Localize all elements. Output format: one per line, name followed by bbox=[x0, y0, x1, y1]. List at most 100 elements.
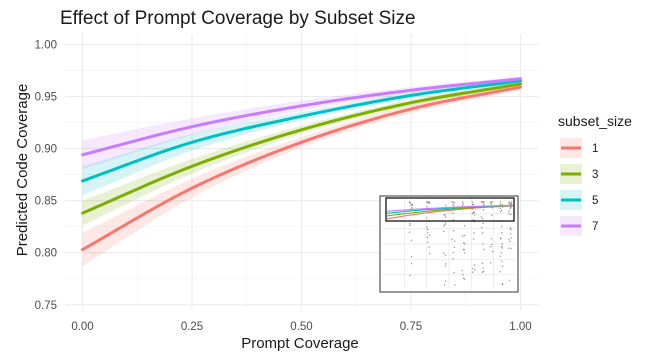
inset-point bbox=[452, 203, 454, 206]
inset-point bbox=[426, 236, 429, 239]
inset-point bbox=[501, 265, 504, 267]
inset-lines bbox=[386, 204, 514, 220]
inset-point bbox=[428, 246, 430, 248]
inset-point bbox=[482, 267, 484, 269]
inset-point bbox=[499, 211, 502, 213]
ribbon-7 bbox=[82, 76, 521, 170]
inset-point bbox=[445, 254, 447, 256]
inset-point bbox=[483, 248, 485, 251]
inset-point bbox=[491, 214, 493, 216]
inset-point bbox=[501, 225, 503, 228]
inset-point bbox=[464, 278, 466, 280]
inset-point bbox=[454, 284, 456, 286]
inset-line-7 bbox=[386, 204, 514, 212]
inset-point bbox=[501, 247, 503, 249]
y-axis-title: Predicted Code Coverage bbox=[14, 84, 31, 257]
inset-point bbox=[472, 212, 474, 215]
inset-point bbox=[411, 203, 413, 206]
inset-point bbox=[510, 206, 512, 208]
inset-point bbox=[444, 222, 447, 224]
inset-point bbox=[500, 237, 502, 239]
series-line-3 bbox=[81, 82, 522, 215]
legend-label-1: 1 bbox=[592, 143, 598, 155]
inset-point bbox=[461, 204, 464, 207]
inset-point bbox=[482, 243, 484, 245]
y-tick-label: 0.85 bbox=[35, 196, 57, 208]
inset-point bbox=[509, 227, 512, 229]
legend: subset_size 1 3 5 7 bbox=[558, 113, 632, 236]
inset-point bbox=[409, 202, 412, 205]
inset-point bbox=[445, 263, 447, 265]
inset-point bbox=[480, 216, 483, 218]
y-tick-label: 0.95 bbox=[35, 91, 57, 103]
inset-point bbox=[474, 269, 476, 271]
inset-point bbox=[510, 233, 512, 235]
inset-point bbox=[428, 252, 431, 255]
inset-point bbox=[499, 255, 501, 257]
y-tick-label: 1.00 bbox=[35, 39, 57, 51]
inset-point bbox=[472, 211, 475, 213]
inset-point bbox=[452, 205, 455, 207]
inset-point bbox=[411, 206, 413, 209]
inset-point bbox=[510, 237, 513, 239]
inset-point bbox=[492, 250, 494, 253]
inset-point bbox=[463, 243, 466, 245]
inset-thumbnail bbox=[379, 195, 519, 293]
inset-point bbox=[482, 232, 484, 234]
inset-point bbox=[508, 210, 510, 212]
inset-point bbox=[472, 204, 474, 206]
inset-point bbox=[501, 203, 503, 206]
inset-point bbox=[509, 208, 512, 210]
inset-point bbox=[452, 219, 454, 221]
legend-label-7: 7 bbox=[592, 221, 598, 233]
legend-title: subset_size bbox=[558, 113, 632, 129]
inset-point bbox=[409, 274, 411, 277]
inset-point bbox=[464, 225, 466, 227]
inset-point bbox=[490, 246, 492, 248]
inset-point bbox=[491, 243, 493, 246]
inset-point bbox=[481, 201, 483, 203]
inset-point bbox=[472, 219, 474, 221]
inset-point bbox=[409, 224, 411, 227]
inset-point bbox=[453, 272, 455, 274]
inset-point bbox=[445, 204, 447, 207]
inset-point bbox=[461, 235, 464, 237]
inset-point bbox=[501, 260, 503, 262]
plot-panel bbox=[65, 34, 538, 310]
inset-point bbox=[444, 265, 447, 267]
inset-point bbox=[445, 216, 447, 218]
inset-point bbox=[499, 271, 501, 273]
inset-point bbox=[463, 249, 465, 251]
x-tick-label: 0.25 bbox=[181, 321, 203, 333]
inset-point bbox=[462, 274, 464, 276]
inset-point bbox=[408, 201, 411, 203]
inset-point bbox=[408, 231, 411, 233]
inset-point bbox=[483, 201, 485, 203]
inset-point bbox=[471, 201, 474, 203]
inset-point bbox=[482, 270, 485, 273]
y-tick-label: 0.75 bbox=[35, 300, 57, 312]
inset-point bbox=[426, 226, 428, 228]
inset-point bbox=[411, 263, 413, 265]
inset-point bbox=[490, 238, 492, 240]
inset-point bbox=[508, 238, 510, 240]
legend-label-3: 3 bbox=[592, 169, 598, 181]
inset-point bbox=[481, 226, 483, 229]
inset-point bbox=[452, 252, 454, 254]
inset-point bbox=[410, 256, 413, 258]
inset-point bbox=[490, 203, 492, 206]
inset-point bbox=[500, 252, 502, 254]
inset-point bbox=[510, 201, 513, 203]
inset-point bbox=[499, 201, 502, 203]
inset-point bbox=[500, 209, 503, 212]
inset-point bbox=[510, 228, 512, 231]
inset-point bbox=[462, 277, 465, 279]
inset-point bbox=[443, 284, 446, 286]
inset-point bbox=[481, 271, 484, 273]
inset-point bbox=[472, 267, 474, 270]
inset-point bbox=[426, 217, 428, 219]
inset-point bbox=[444, 224, 446, 226]
inset-point bbox=[489, 202, 491, 204]
inset-point bbox=[501, 246, 503, 248]
y-tick-label: 0.90 bbox=[35, 144, 57, 156]
